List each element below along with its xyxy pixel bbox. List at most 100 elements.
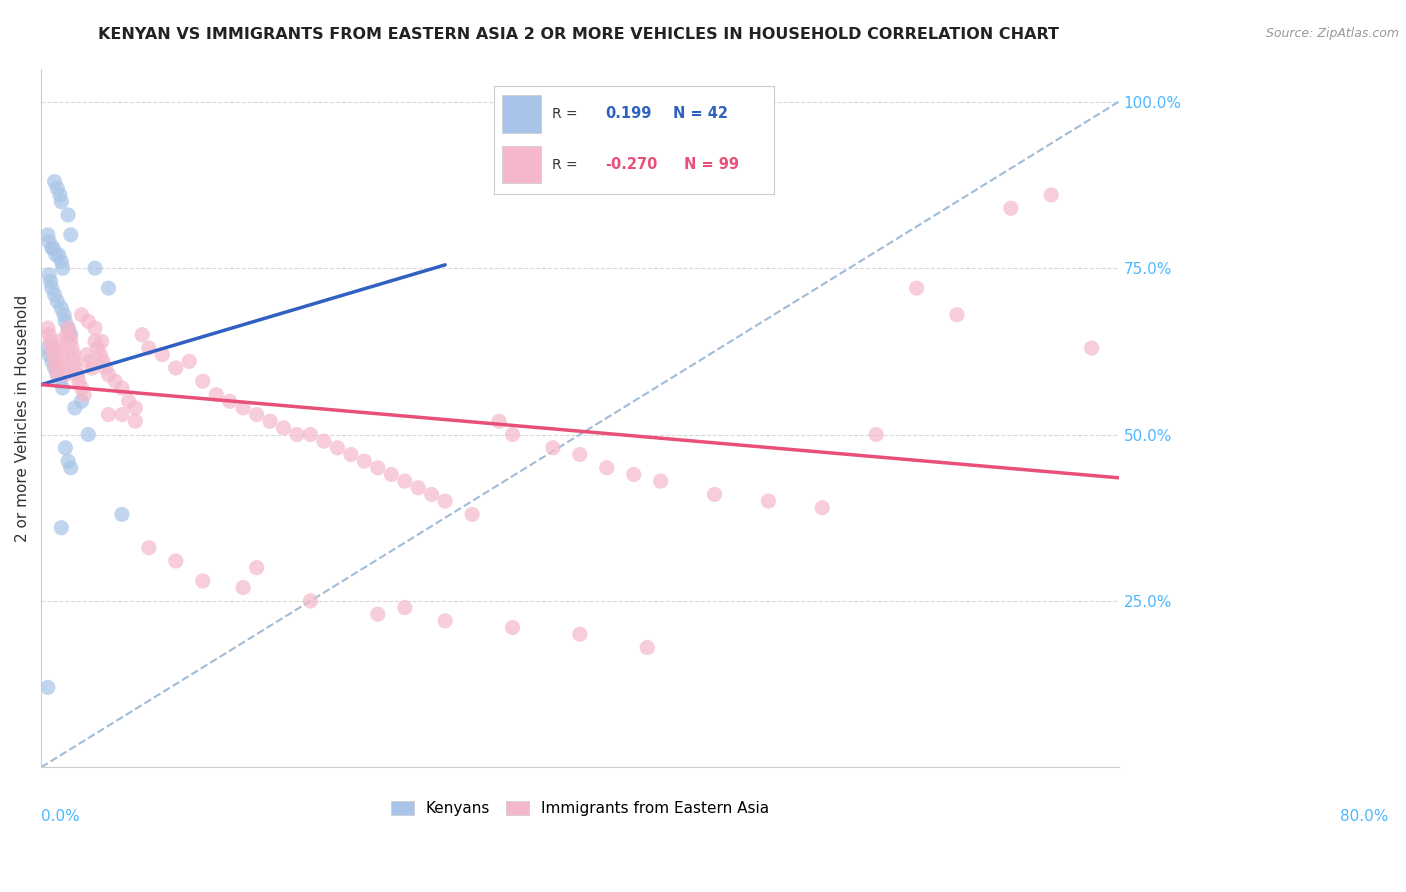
Point — [91, 354, 114, 368]
Point — [37, 681, 59, 695]
Point — [111, 408, 134, 422]
Point — [58, 327, 80, 342]
Point — [38, 327, 60, 342]
Point — [394, 474, 416, 488]
Point — [37, 321, 59, 335]
Point — [165, 554, 187, 568]
Point — [79, 354, 101, 368]
Text: KENYAN VS IMMIGRANTS FROM EASTERN ASIA 2 OR MORE VEHICLES IN HOUSEHOLD CORRELATI: KENYAN VS IMMIGRANTS FROM EASTERN ASIA 2… — [98, 27, 1059, 42]
Point — [56, 208, 79, 222]
Point — [97, 408, 120, 422]
Point — [52, 354, 75, 368]
Point — [650, 474, 672, 488]
Point — [232, 581, 254, 595]
Point — [94, 361, 117, 376]
Point — [191, 374, 214, 388]
Point — [97, 368, 120, 382]
Point — [340, 448, 363, 462]
Point — [326, 441, 349, 455]
Point — [97, 281, 120, 295]
Point — [703, 487, 725, 501]
Point — [52, 381, 75, 395]
Point — [51, 254, 73, 268]
Point — [76, 348, 98, 362]
Point — [104, 374, 127, 388]
Point — [312, 434, 335, 449]
Point — [1040, 188, 1063, 202]
Point — [502, 427, 524, 442]
Point — [131, 327, 153, 342]
Point — [51, 194, 73, 209]
Point — [218, 394, 240, 409]
Point — [1080, 341, 1102, 355]
Point — [59, 227, 82, 242]
Point — [84, 261, 107, 276]
Point — [49, 341, 72, 355]
Point — [62, 348, 84, 362]
Point — [84, 321, 107, 335]
Point — [56, 321, 79, 335]
Point — [53, 314, 76, 328]
Point — [111, 381, 134, 395]
Point — [42, 241, 65, 255]
Point — [51, 348, 73, 362]
Point — [48, 248, 70, 262]
Point — [55, 327, 77, 342]
Point — [73, 387, 96, 401]
Point — [42, 348, 65, 362]
Point — [70, 381, 93, 395]
Point — [541, 441, 564, 455]
Point — [49, 374, 72, 388]
Point — [59, 334, 82, 349]
Point — [41, 354, 63, 368]
Point — [46, 294, 69, 309]
Point — [70, 394, 93, 409]
Point — [38, 268, 60, 282]
Point — [46, 181, 69, 195]
Point — [53, 308, 76, 322]
Point — [37, 341, 59, 355]
Point — [90, 334, 112, 349]
Point — [45, 248, 67, 262]
Point — [138, 541, 160, 555]
Point — [41, 341, 63, 355]
Point — [273, 421, 295, 435]
Point — [488, 414, 510, 428]
Point — [41, 281, 63, 295]
Point — [138, 341, 160, 355]
Point — [44, 361, 66, 376]
Point — [568, 627, 591, 641]
Point — [84, 334, 107, 349]
Point — [59, 460, 82, 475]
Point — [502, 620, 524, 634]
Point — [406, 481, 429, 495]
Text: 80.0%: 80.0% — [1340, 809, 1388, 824]
Point — [63, 401, 86, 415]
Point — [232, 401, 254, 415]
Point — [52, 261, 75, 276]
Point — [39, 334, 62, 349]
Point — [67, 374, 90, 388]
Point — [63, 354, 86, 368]
Point — [394, 600, 416, 615]
Point — [51, 521, 73, 535]
Point — [623, 467, 645, 482]
Text: Source: ZipAtlas.com: Source: ZipAtlas.com — [1265, 27, 1399, 40]
Point — [434, 494, 457, 508]
Point — [1000, 201, 1022, 215]
Point — [118, 394, 141, 409]
Point — [53, 368, 76, 382]
Point — [44, 287, 66, 301]
Point — [758, 494, 780, 508]
Legend: Kenyans, Immigrants from Eastern Asia: Kenyans, Immigrants from Eastern Asia — [385, 796, 775, 822]
Point — [905, 281, 928, 295]
Y-axis label: 2 or more Vehicles in Household: 2 or more Vehicles in Household — [15, 294, 30, 541]
Point — [44, 354, 66, 368]
Point — [636, 640, 658, 655]
Point — [82, 361, 104, 376]
Point — [124, 414, 146, 428]
Point — [60, 341, 83, 355]
Point — [46, 368, 69, 382]
Point — [946, 308, 969, 322]
Point — [37, 227, 59, 242]
